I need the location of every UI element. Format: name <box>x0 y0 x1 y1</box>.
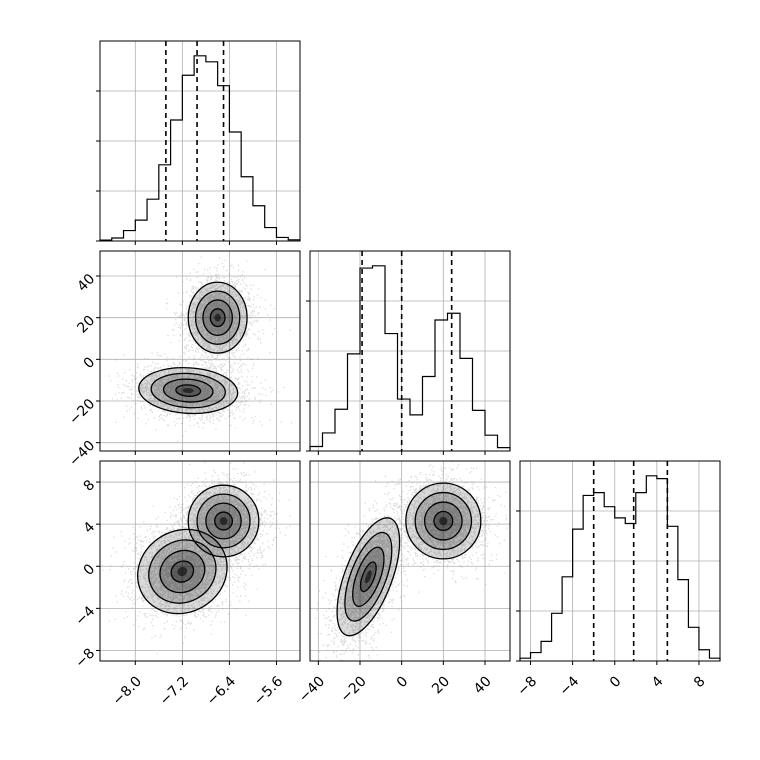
y-tick-label-2-1: −4 <box>72 603 98 629</box>
histogram-panel-2 <box>516 460 721 662</box>
contour-line-0-3 <box>209 308 226 328</box>
contour-line-0-1 <box>196 493 251 549</box>
joint-panel-0-1 <box>99 250 301 452</box>
density-level-1-4 <box>177 566 188 577</box>
y-tick-label-2-4: 8 <box>81 477 99 495</box>
density-level-1-4 <box>182 388 194 394</box>
y-tick-label-1-3: 20 <box>74 313 98 337</box>
contour-line-0-0 <box>187 281 248 354</box>
scatter-points <box>314 461 508 661</box>
panel-content <box>100 251 300 451</box>
contour-line-1-1 <box>344 531 393 622</box>
contour-line-1-0 <box>336 517 401 637</box>
contour-line-0-1 <box>414 491 473 551</box>
x-tick-label-0-3: −5.6 <box>251 673 286 708</box>
y-tick-label-2-0: −8 <box>72 645 98 671</box>
y-tick-label-1-4: 40 <box>74 271 98 295</box>
x-tick-label-2-3: 4 <box>649 673 667 691</box>
panel-content <box>100 461 300 661</box>
joint-panel-1-2 <box>309 460 511 662</box>
histogram-outline-2 <box>519 475 721 661</box>
density-level-1-4 <box>364 570 372 584</box>
contour-line-1-1 <box>148 539 217 604</box>
scatter-points <box>100 461 291 661</box>
histogram-outline-0 <box>99 55 301 241</box>
x-tick-label-1-0: −40 <box>296 673 328 705</box>
contour-line-1-2 <box>159 549 206 594</box>
x-tick-label-2-0: −8 <box>514 673 540 699</box>
contour-line-1-2 <box>352 546 385 607</box>
contour-line-1-1 <box>150 372 226 409</box>
density-level-0-4 <box>214 313 221 322</box>
histogram-panel-0 <box>96 40 301 242</box>
density-level-0-4 <box>219 517 228 525</box>
density-level-0-4 <box>439 516 448 526</box>
panel-frame-joint-2 <box>309 460 511 662</box>
y-tick-label-1-0: −40 <box>66 438 98 470</box>
panel-frame-1 <box>309 250 511 452</box>
contour-line-0-1 <box>194 290 241 345</box>
panel-frame-2 <box>519 460 721 662</box>
x-tick-label-0-1: −7.2 <box>157 673 192 708</box>
y-tick-label-2-2: 0 <box>81 561 99 579</box>
joint-panel-0-2 <box>99 460 301 662</box>
contour-line-1-3 <box>359 561 377 593</box>
contour-line-0-2 <box>205 502 242 540</box>
contour-line-0-2 <box>202 299 234 337</box>
contour-line-0-0 <box>405 482 482 560</box>
contour-line-0-0 <box>187 484 260 558</box>
contour-line-1-3 <box>175 384 202 397</box>
panel-frame-0 <box>99 40 301 242</box>
contour-line-0-3 <box>433 510 454 532</box>
x-tick-label-2-2: 0 <box>607 673 625 691</box>
x-tick-label-1-2: 0 <box>394 673 412 691</box>
panel-content <box>310 461 510 661</box>
x-tick-label-1-1: −20 <box>338 673 370 705</box>
x-tick-label-2-4: 8 <box>691 673 709 691</box>
histogram-panel-1 <box>306 250 511 452</box>
contour-line-1-2 <box>162 378 214 403</box>
x-tick-label-2-1: −4 <box>556 673 582 699</box>
contour-line-0-3 <box>214 511 234 531</box>
contour-line-1-3 <box>170 560 195 583</box>
y-tick-label-1-2: 0 <box>81 354 99 372</box>
contour-line-1-0 <box>138 367 239 415</box>
x-tick-label-1-3: 20 <box>429 673 453 697</box>
y-tick-label-1-1: −20 <box>66 396 98 428</box>
histogram-outline-1 <box>309 265 511 451</box>
y-tick-label-2-3: 4 <box>81 519 99 537</box>
x-tick-label-0-2: −6.4 <box>204 673 239 708</box>
x-tick-label-0-0: −8.0 <box>110 673 145 708</box>
panel-frame-joint-0 <box>99 250 301 452</box>
contour-line-0-2 <box>423 501 463 541</box>
x-tick-label-1-4: 40 <box>471 673 495 697</box>
panel-frame-joint-1 <box>99 460 301 662</box>
contour-line-1-0 <box>136 528 228 615</box>
